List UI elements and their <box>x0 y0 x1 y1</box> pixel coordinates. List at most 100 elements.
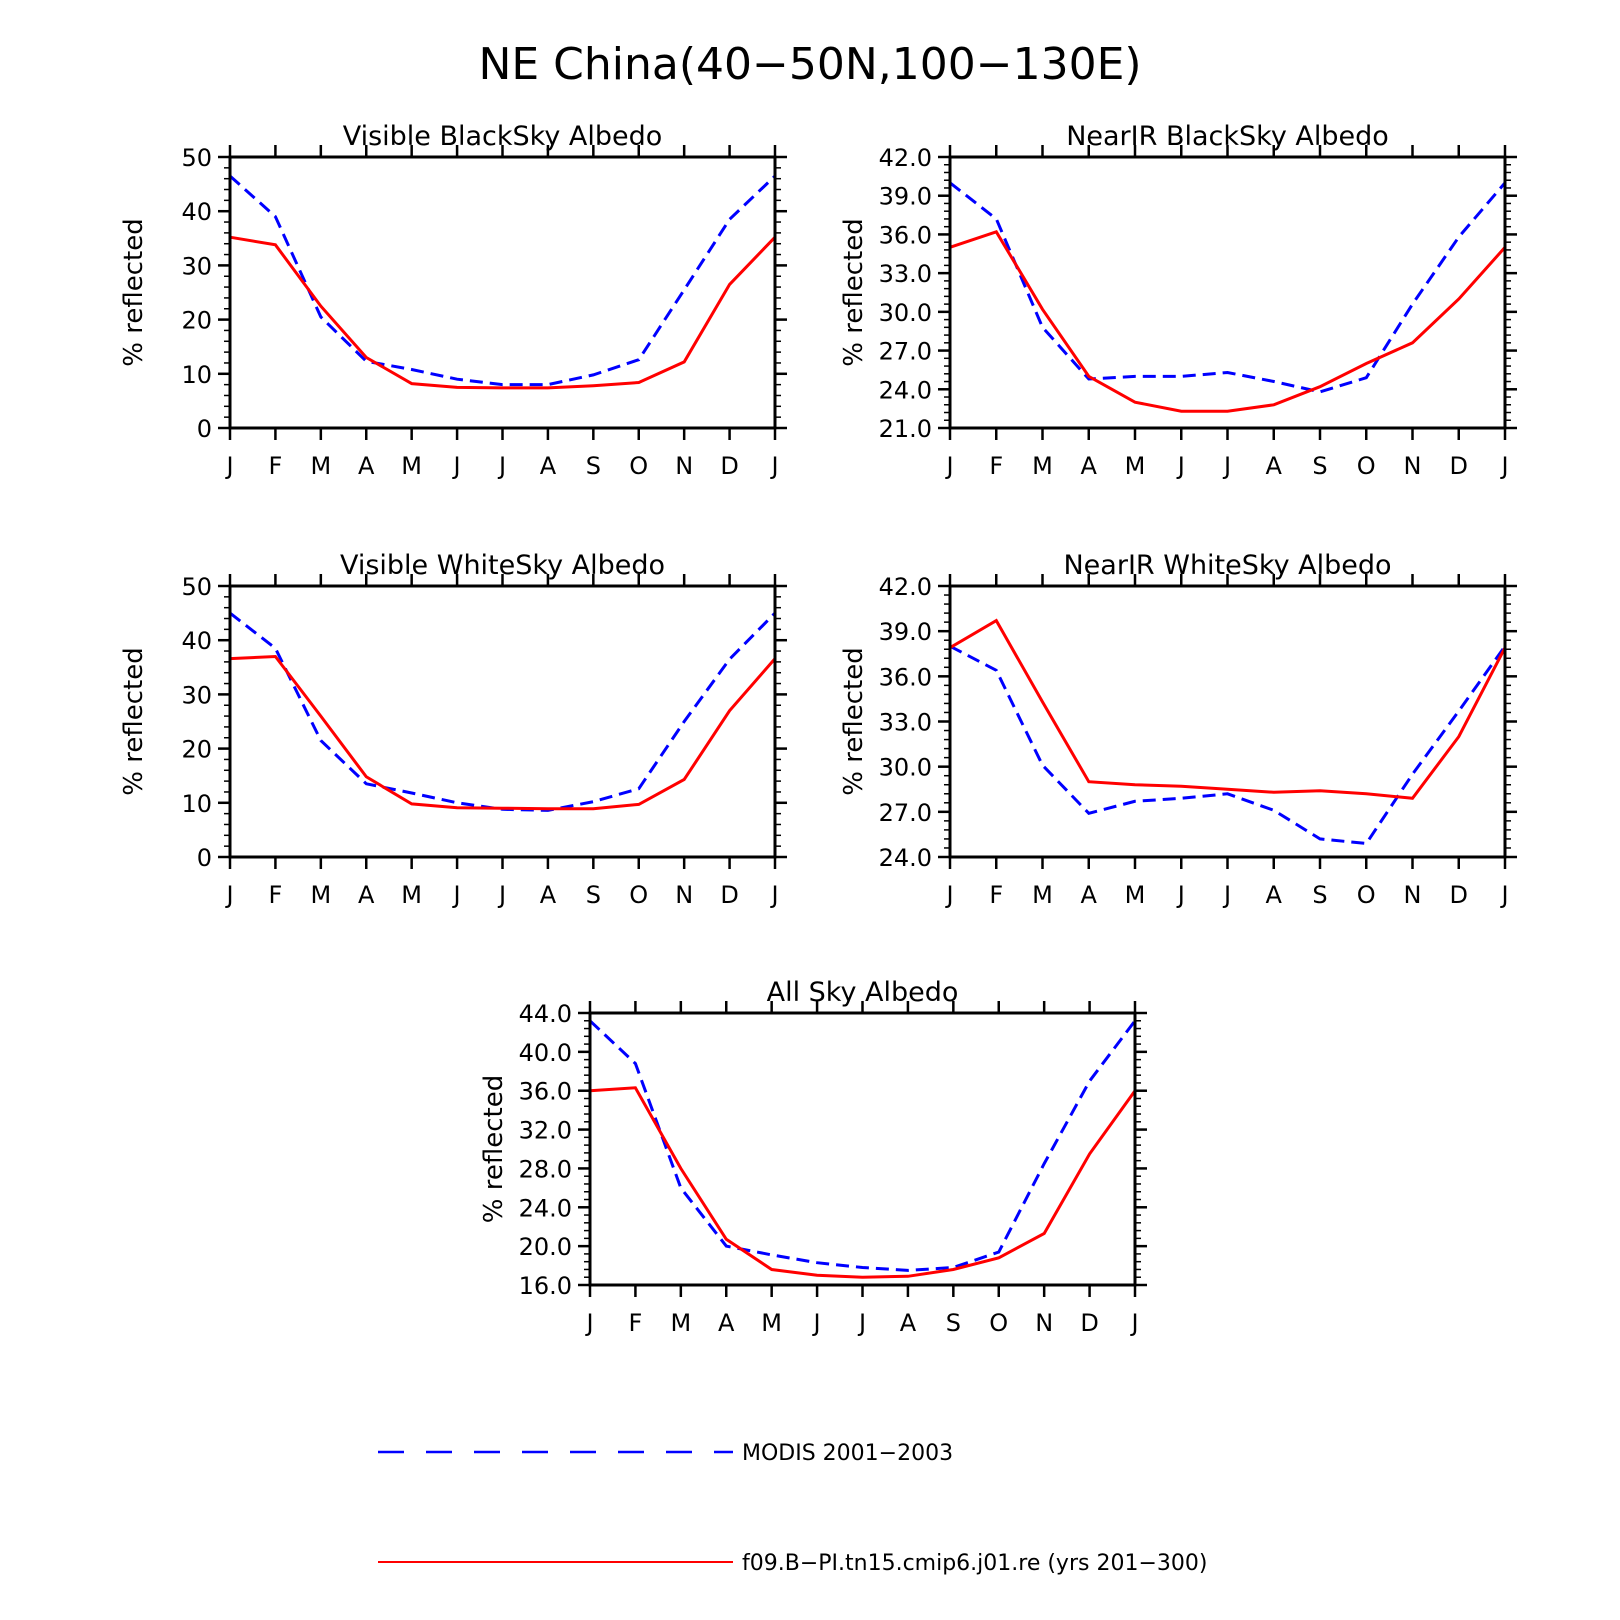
y-tick-label: 39.0 <box>879 183 932 211</box>
x-tick-label: N <box>1035 1309 1053 1337</box>
plot-frame <box>588 1011 1137 1287</box>
plot-frame <box>228 584 777 859</box>
y-axis-label: % reflected <box>119 647 149 795</box>
y-tick-label: 0 <box>197 844 212 872</box>
y-axis-label: % reflected <box>839 647 869 795</box>
x-tick-label: J <box>1129 1309 1138 1337</box>
legend: MODIS 2001−2003 f09.B−PI.tn15.cmip6.j01.r… <box>378 1441 1207 1576</box>
x-tick-label: A <box>900 1309 917 1337</box>
x-tick-label: J <box>497 881 506 909</box>
x-tick-label: A <box>358 881 375 909</box>
x-tick-label: N <box>1404 881 1422 909</box>
y-tick-label: 36.0 <box>519 1078 572 1106</box>
x-tick-label: J <box>452 881 461 909</box>
y-tick-label: 42.0 <box>879 144 932 172</box>
y-tick-label: 27.0 <box>879 338 932 366</box>
x-tick-label: M <box>310 881 331 909</box>
plot-frame <box>228 155 777 430</box>
x-tick-label: J <box>452 452 461 480</box>
series-line-modis <box>229 174 777 387</box>
x-tick-label: D <box>720 881 738 909</box>
x-tick-label: M <box>761 1309 782 1337</box>
x-tick-label: S <box>1312 452 1327 480</box>
x-tick-label: J <box>812 1309 821 1337</box>
y-tick-label: 33.0 <box>879 709 932 737</box>
y-tick-label: 36.0 <box>879 663 932 691</box>
x-tick-label: A <box>1081 452 1098 480</box>
x-tick-label: J <box>1222 452 1231 480</box>
x-tick-label: J <box>944 452 953 480</box>
x-tick-label: F <box>629 1309 643 1337</box>
x-tick-label: M <box>670 1309 691 1337</box>
y-tick-label: 16.0 <box>519 1272 572 1300</box>
y-tick-label: 40 <box>181 627 212 655</box>
y-axis-label: % reflected <box>479 1075 509 1223</box>
y-tick-label: 50 <box>181 144 212 172</box>
series-line-model <box>589 1086 1137 1279</box>
y-tick-label: 20.0 <box>519 1233 572 1261</box>
y-tick-label: 10 <box>181 361 212 389</box>
x-tick-label: J <box>1499 452 1508 480</box>
y-tick-label: 28.0 <box>519 1155 572 1183</box>
y-tick-label: 20 <box>181 736 212 764</box>
x-tick-label: F <box>269 881 283 909</box>
x-tick-label: O <box>629 881 648 909</box>
x-tick-label: A <box>1081 881 1098 909</box>
x-tick-label: A <box>540 452 557 480</box>
x-tick-label: S <box>586 452 601 480</box>
x-tick-label: M <box>1125 881 1146 909</box>
y-tick-label: 32.0 <box>519 1117 572 1145</box>
x-tick-label: J <box>769 881 778 909</box>
series-line-model <box>949 618 1507 800</box>
x-tick-label: F <box>989 452 1003 480</box>
y-tick-label: 40 <box>181 198 212 226</box>
x-tick-label: O <box>629 452 648 480</box>
x-tick-label: N <box>675 881 693 909</box>
x-tick-label: M <box>310 452 331 480</box>
x-tick-label: S <box>1312 881 1327 909</box>
x-tick-label: D <box>720 452 738 480</box>
y-tick-label: 44.0 <box>519 1000 572 1028</box>
y-tick-label: 30.0 <box>879 754 932 782</box>
y-tick-label: 30 <box>181 681 212 709</box>
plot-frame <box>948 155 1507 430</box>
y-tick-label: 27.0 <box>879 799 932 827</box>
series-line-modis <box>949 644 1507 846</box>
x-tick-label: M <box>1032 452 1053 480</box>
x-tick-label: N <box>1404 452 1422 480</box>
x-tick-label: D <box>1080 1309 1098 1337</box>
x-tick-label: O <box>989 1309 1008 1337</box>
x-tick-label: F <box>269 452 283 480</box>
x-tick-label: J <box>497 452 506 480</box>
x-tick-label: J <box>944 881 953 909</box>
y-tick-label: 40.0 <box>519 1039 572 1067</box>
y-tick-label: 30 <box>181 252 212 280</box>
y-tick-label: 0 <box>197 415 212 443</box>
y-tick-label: 42.0 <box>879 573 932 601</box>
y-tick-label: 36.0 <box>879 221 932 249</box>
series-line-modis <box>229 611 777 812</box>
series-line-model <box>949 229 1507 413</box>
x-tick-label: O <box>1357 452 1376 480</box>
x-tick-label: A <box>718 1309 735 1337</box>
figure-title: NE China(40−50N,100−130E) <box>478 39 1141 90</box>
x-tick-label: N <box>675 452 693 480</box>
y-tick-label: 21.0 <box>879 415 932 443</box>
series-line-modis <box>949 181 1507 394</box>
x-tick-label: O <box>1357 881 1376 909</box>
y-tick-label: 33.0 <box>879 260 932 288</box>
y-tick-label: 24.0 <box>879 376 932 404</box>
x-tick-label: J <box>584 1309 593 1337</box>
legend-label-modis: MODIS 2001−2003 <box>742 1441 953 1466</box>
y-tick-label: 24.0 <box>519 1194 572 1222</box>
plot-frame <box>948 584 1507 859</box>
x-tick-label: A <box>1266 881 1283 909</box>
x-tick-label: J <box>1222 881 1231 909</box>
x-tick-label: F <box>989 881 1003 909</box>
x-tick-label: J <box>224 452 233 480</box>
